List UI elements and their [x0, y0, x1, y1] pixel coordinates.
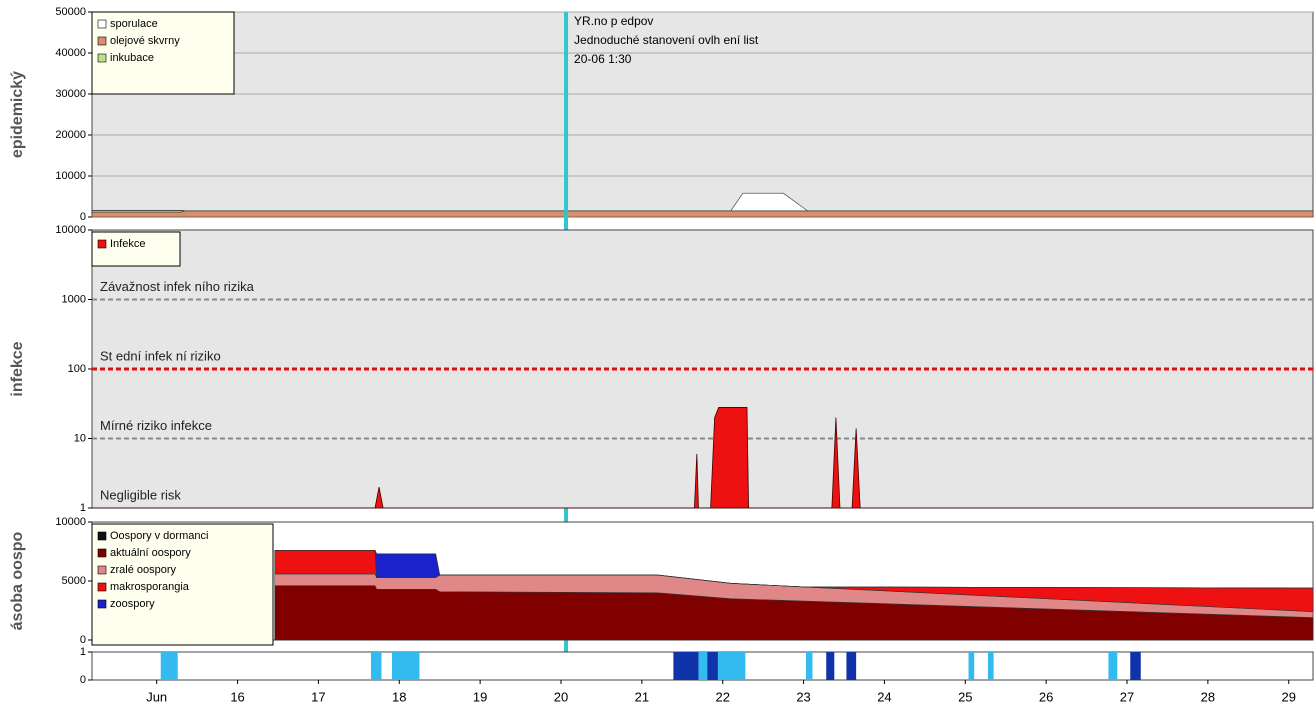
- y-tick-label: 10: [74, 432, 86, 444]
- x-tick-label: 26: [1039, 689, 1053, 704]
- area: [274, 550, 1314, 589]
- bar: [391, 652, 420, 680]
- y-tick-label: 100: [68, 363, 86, 375]
- y-tick-label: 20000: [55, 129, 86, 141]
- x-tick-label: 23: [796, 689, 810, 704]
- legend-swatch: [97, 239, 107, 249]
- bar: [698, 652, 746, 680]
- x-tick-label: 19: [473, 689, 487, 704]
- y-axis-label: ásoba oospo: [9, 531, 26, 630]
- bar: [987, 652, 994, 680]
- y-tick-label: 50000: [55, 6, 86, 18]
- plot-area: [91, 11, 1314, 218]
- legend-swatch: [97, 548, 107, 558]
- legend-label: zralé oospory: [110, 564, 177, 576]
- x-tick-label: 16: [230, 689, 244, 704]
- x-tick-label: 28: [1201, 689, 1215, 704]
- x-tick-label: 20: [554, 689, 568, 704]
- legend-swatch: [97, 36, 107, 46]
- threshold-label: Mírné riziko infekce: [100, 418, 212, 433]
- x-tick-label: 27: [1120, 689, 1134, 704]
- area: [92, 192, 1313, 212]
- legend-label: inkubace: [110, 52, 154, 64]
- y-tick-label: 10000: [55, 224, 86, 236]
- y-axis-label: epidemický: [9, 71, 26, 158]
- legend-swatch: [97, 599, 107, 609]
- bar: [968, 652, 975, 680]
- x-tick-label: 17: [311, 689, 325, 704]
- x-tick-label: 18: [392, 689, 406, 704]
- legend-label: makrosporangia: [110, 581, 190, 593]
- y-tick-label: 10000: [55, 170, 86, 182]
- y-tick-label: 0: [80, 211, 86, 223]
- x-tick-label: 24: [877, 689, 891, 704]
- y-tick-label: 1: [80, 502, 86, 514]
- legend-label: aktuální oospory: [110, 547, 191, 559]
- x-tick-label: 29: [1282, 689, 1296, 704]
- y-tick-label: 40000: [55, 47, 86, 59]
- bar: [806, 652, 813, 680]
- x-tick-label: Jun: [146, 689, 167, 704]
- x-tick-label: 21: [635, 689, 649, 704]
- legend-box: [91, 11, 235, 95]
- y-tick-label: 1: [80, 646, 86, 658]
- legend-label: olejové skvrny: [110, 35, 180, 47]
- bar: [1130, 652, 1141, 680]
- y-tick-label: 10000: [55, 516, 86, 528]
- legend-label: Oospory v dormanci: [110, 530, 208, 542]
- x-tick-label: 25: [958, 689, 972, 704]
- y-tick-label: 5000: [62, 575, 86, 587]
- threshold-label: St ední infek ní riziko: [100, 348, 221, 363]
- annotation: Jednoduché stanovení ovlh ení list: [574, 33, 759, 47]
- legend-swatch: [97, 531, 107, 541]
- y-tick-label: 0: [80, 634, 86, 646]
- bar: [673, 652, 699, 680]
- area: [91, 210, 1314, 218]
- bar: [370, 652, 382, 680]
- y-tick-label: 0: [80, 674, 86, 686]
- bar: [1108, 652, 1118, 680]
- infection-area: [92, 407, 1313, 509]
- annotation: YR.no p edpov: [574, 14, 653, 28]
- legend-box: [91, 523, 274, 646]
- y-tick-label: 1000: [62, 293, 86, 305]
- legend-swatch: [97, 53, 107, 63]
- y-tick-label: 30000: [55, 88, 86, 100]
- legend-label: Infekce: [110, 238, 145, 250]
- legend-label: sporulace: [110, 18, 158, 30]
- legend-swatch: [97, 19, 107, 29]
- threshold-label: Závažnost infek ního rizika: [100, 279, 255, 294]
- bar: [826, 652, 835, 680]
- y-axis-label: infekce: [9, 341, 26, 396]
- bar: [160, 652, 178, 680]
- annotation: 20-06 1:30: [574, 52, 632, 66]
- legend-swatch: [97, 582, 107, 592]
- bar: [707, 652, 718, 680]
- bar: [846, 652, 857, 680]
- legend-box: [91, 231, 181, 267]
- legend-swatch: [97, 565, 107, 575]
- x-tick-label: 22: [715, 689, 729, 704]
- legend-label: zoospory: [110, 598, 155, 610]
- threshold-label: Negligible risk: [100, 487, 181, 502]
